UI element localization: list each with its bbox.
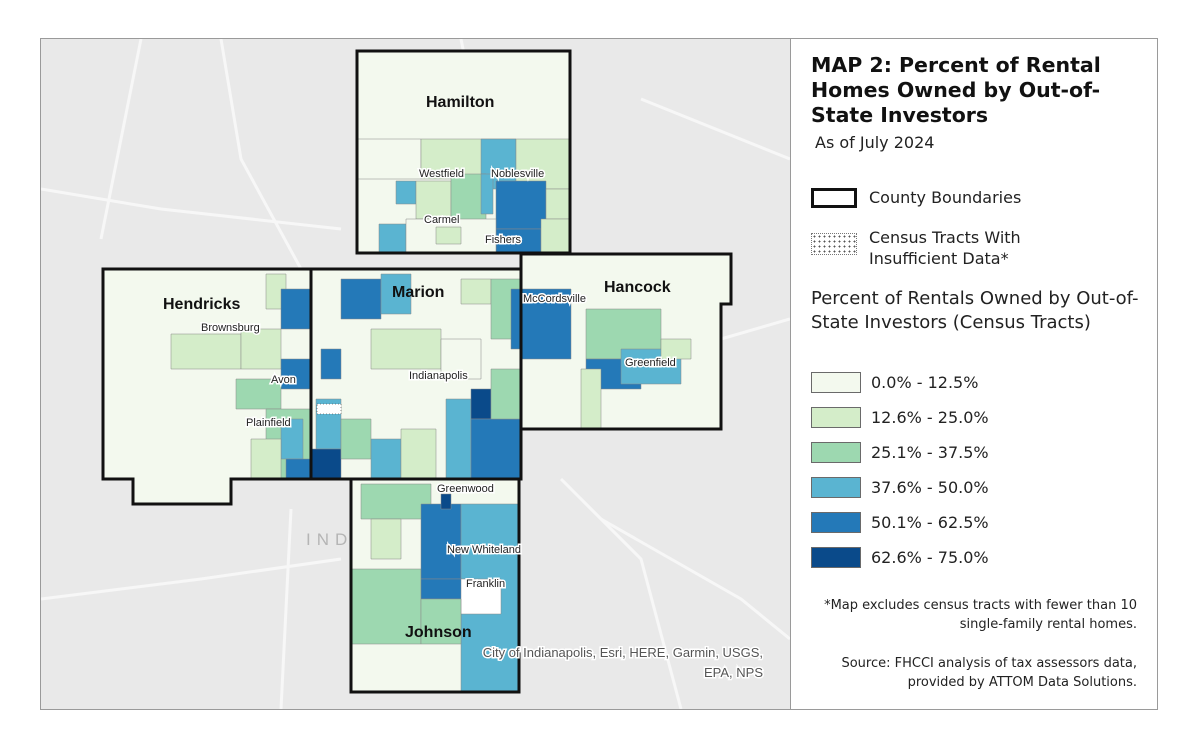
legend-class-label: 37.6% - 50.0% <box>871 478 989 497</box>
map-area[interactable]: IND <box>41 39 791 709</box>
map-frame: IND <box>40 38 1158 710</box>
legend-insufficient-data: Census Tracts With Insufficient Data* <box>811 227 1069 269</box>
county-boundary-swatch <box>811 187 857 208</box>
legend-panel: MAP 2: Percent of Rental Homes Owned by … <box>791 39 1157 709</box>
county-label-hendricks: Hendricks <box>163 296 240 313</box>
place-label: Westfield <box>419 168 464 180</box>
basemap-label: IND <box>306 530 353 549</box>
legend-class-row: 0.0% - 12.5% <box>811 372 978 393</box>
place-label: New Whiteland <box>447 544 521 556</box>
legend-class-row: 25.1% - 37.5% <box>811 442 989 463</box>
legend-insufficient-data-label: Census Tracts With Insufficient Data* <box>869 228 1021 268</box>
county-label-johnson: Johnson <box>405 624 472 641</box>
place-labels: Westfield Noblesville Carmel Fishers Bro… <box>200 167 678 592</box>
hancock-boundary <box>519 252 733 431</box>
place-label: McCordsville <box>523 293 586 305</box>
county-label-hancock: Hancock <box>604 279 671 296</box>
place-label: Avon <box>271 374 296 386</box>
legend-class-row: 12.6% - 25.0% <box>811 407 989 428</box>
basemap-roads <box>41 39 790 709</box>
legend-swatch-5 <box>811 512 861 533</box>
legend-class-label: 0.0% - 12.5% <box>871 373 979 392</box>
legend-class-row: 62.6% - 75.0% <box>811 547 989 568</box>
place-label: Plainfield <box>246 417 291 429</box>
footnote: *Map excludes census tracts with fewer t… <box>824 598 1137 632</box>
place-label: Franklin <box>466 578 505 590</box>
legend-class-row: 50.1% - 62.5% <box>811 512 989 533</box>
attribution: City of Indianapolis, Esri, HERE, Garmin… <box>481 644 765 682</box>
legend-class-label: 12.6% - 25.0% <box>871 408 989 427</box>
county-labels: Hamilton Marion Hendricks Hancock Johnso… <box>163 94 671 641</box>
legend-class-row: 37.6% - 50.0% <box>811 477 989 498</box>
map-svg[interactable]: IND <box>41 39 790 709</box>
source-note: Source: FHCCI analysis of tax assessors … <box>841 656 1137 690</box>
marion-boundary <box>309 267 523 481</box>
legend-swatch-4 <box>811 477 861 498</box>
place-label: Greenwood <box>437 483 494 495</box>
legend-class-label: 50.1% - 62.5% <box>871 513 989 532</box>
johnson-tracts <box>350 479 520 693</box>
legend-class-label: 25.1% - 37.5% <box>871 443 989 462</box>
place-label: Brownsburg <box>201 322 260 334</box>
legend-swatch-6 <box>811 547 861 568</box>
legend-swatch-2 <box>811 407 861 428</box>
place-label: Indianapolis <box>409 370 468 382</box>
map-title: MAP 2: Percent of Rental Homes Owned by … <box>811 53 1101 127</box>
place-label: Greenfield <box>625 357 676 369</box>
johnson-boundary <box>349 477 521 694</box>
place-label: Noblesville <box>491 168 544 180</box>
legend-section-title: Percent of Rentals Owned by Out-of-State… <box>811 288 1139 333</box>
attribution-line2: EPA, NPS <box>704 665 763 680</box>
hancock-tracts <box>520 254 731 430</box>
county-label-marion: Marion <box>392 284 444 301</box>
county-boundaries <box>101 49 733 694</box>
marion-tracts <box>310 269 524 480</box>
insufficient-data-swatch <box>811 233 857 255</box>
place-label: Fishers <box>485 234 522 246</box>
attribution-line1: City of Indianapolis, Esri, HERE, Garmin… <box>483 645 763 660</box>
hamilton-tracts <box>356 51 571 254</box>
legend-class-label: 62.6% - 75.0% <box>871 548 989 567</box>
legend-county-boundaries-label: County Boundaries <box>869 188 1022 207</box>
map-subtitle: As of July 2024 <box>815 133 935 152</box>
hendricks-tracts <box>103 269 312 504</box>
legend-swatch-3 <box>811 442 861 463</box>
place-label: Carmel <box>424 214 459 226</box>
legend-swatch-1 <box>811 372 861 393</box>
county-label-hamilton: Hamilton <box>426 94 494 111</box>
legend-county-boundaries: County Boundaries <box>811 187 1021 208</box>
